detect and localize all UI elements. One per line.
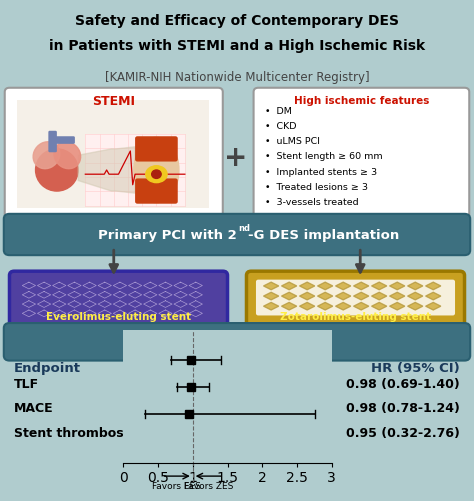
Text: in Patients with STEMI and a High Ischemic Risk: in Patients with STEMI and a High Ischem… bbox=[49, 39, 425, 53]
Ellipse shape bbox=[54, 142, 81, 169]
Ellipse shape bbox=[36, 150, 78, 192]
FancyBboxPatch shape bbox=[246, 272, 465, 329]
FancyBboxPatch shape bbox=[4, 214, 470, 256]
Polygon shape bbox=[264, 303, 279, 310]
FancyBboxPatch shape bbox=[135, 137, 178, 162]
Text: 0.95 (0.32-2.76): 0.95 (0.32-2.76) bbox=[346, 426, 460, 439]
Text: Favors EES: Favors EES bbox=[152, 481, 201, 490]
Polygon shape bbox=[282, 303, 297, 310]
Text: TLF: TLF bbox=[14, 378, 39, 390]
Text: nd: nd bbox=[238, 224, 250, 233]
Ellipse shape bbox=[152, 171, 161, 179]
Text: Stent thrombosis: Stent thrombosis bbox=[14, 426, 136, 439]
FancyBboxPatch shape bbox=[51, 137, 75, 145]
Polygon shape bbox=[390, 293, 405, 300]
Text: [KAMIR-NIH Nationwide Multicenter Registry]: [KAMIR-NIH Nationwide Multicenter Regist… bbox=[105, 71, 369, 84]
Polygon shape bbox=[336, 293, 351, 300]
Text: High ischemic features: High ischemic features bbox=[293, 96, 429, 106]
Text: •  uLMS PCI: • uLMS PCI bbox=[265, 137, 320, 146]
Polygon shape bbox=[336, 283, 351, 290]
Text: Safety and Efficacy of Contemporary DES: Safety and Efficacy of Contemporary DES bbox=[75, 15, 399, 29]
Polygon shape bbox=[354, 303, 369, 310]
FancyBboxPatch shape bbox=[4, 324, 470, 361]
Polygon shape bbox=[354, 283, 369, 290]
Polygon shape bbox=[318, 303, 333, 310]
Polygon shape bbox=[282, 293, 297, 300]
FancyBboxPatch shape bbox=[9, 272, 228, 329]
FancyBboxPatch shape bbox=[135, 179, 178, 204]
Ellipse shape bbox=[146, 166, 167, 183]
Text: Favors ZES: Favors ZES bbox=[184, 481, 233, 490]
Polygon shape bbox=[264, 293, 279, 300]
Text: •  3-vessels treated: • 3-vessels treated bbox=[265, 197, 359, 206]
Text: 3-year clinical outcomes: 3-year clinical outcomes bbox=[142, 335, 332, 349]
Polygon shape bbox=[318, 283, 333, 290]
Polygon shape bbox=[336, 303, 351, 310]
Polygon shape bbox=[426, 303, 441, 310]
Polygon shape bbox=[300, 293, 315, 300]
Polygon shape bbox=[426, 283, 441, 290]
Polygon shape bbox=[282, 283, 297, 290]
Text: HR (95% CI): HR (95% CI) bbox=[371, 361, 460, 374]
FancyBboxPatch shape bbox=[17, 101, 209, 208]
Polygon shape bbox=[408, 303, 423, 310]
Text: Zotarolimus-eluting stent: Zotarolimus-eluting stent bbox=[280, 311, 431, 321]
Ellipse shape bbox=[134, 138, 179, 203]
Ellipse shape bbox=[33, 142, 60, 169]
Text: STEMI: STEMI bbox=[92, 95, 135, 108]
Polygon shape bbox=[408, 293, 423, 300]
Text: MACE: MACE bbox=[14, 401, 54, 414]
Text: -G DES implantation: -G DES implantation bbox=[248, 228, 400, 241]
FancyBboxPatch shape bbox=[254, 89, 469, 219]
Text: +: + bbox=[224, 144, 248, 172]
Polygon shape bbox=[372, 283, 387, 290]
Text: •  CKD: • CKD bbox=[265, 122, 297, 131]
Text: •  DM: • DM bbox=[265, 107, 292, 116]
Polygon shape bbox=[300, 303, 315, 310]
Polygon shape bbox=[300, 283, 315, 290]
Polygon shape bbox=[354, 293, 369, 300]
Text: 0.98 (0.78-1.24): 0.98 (0.78-1.24) bbox=[346, 401, 460, 414]
Polygon shape bbox=[372, 303, 387, 310]
Polygon shape bbox=[318, 293, 333, 300]
Polygon shape bbox=[390, 283, 405, 290]
Polygon shape bbox=[408, 283, 423, 290]
Text: Primary PCI with 2: Primary PCI with 2 bbox=[98, 228, 237, 241]
Polygon shape bbox=[390, 303, 405, 310]
FancyBboxPatch shape bbox=[256, 280, 455, 316]
FancyBboxPatch shape bbox=[5, 89, 223, 219]
Text: Endpoint: Endpoint bbox=[14, 361, 81, 374]
Text: 0.98 (0.69-1.40): 0.98 (0.69-1.40) bbox=[346, 378, 460, 390]
FancyBboxPatch shape bbox=[48, 131, 57, 153]
Polygon shape bbox=[426, 293, 441, 300]
Text: Everolimus-eluting stent: Everolimus-eluting stent bbox=[46, 311, 191, 321]
Polygon shape bbox=[372, 293, 387, 300]
Text: •  Implanted stents ≥ 3: • Implanted stents ≥ 3 bbox=[265, 167, 378, 176]
Text: •  Stent length ≥ 60 mm: • Stent length ≥ 60 mm bbox=[265, 152, 383, 161]
FancyBboxPatch shape bbox=[85, 135, 185, 206]
Text: •  Treated lesions ≥ 3: • Treated lesions ≥ 3 bbox=[265, 182, 368, 191]
Polygon shape bbox=[78, 147, 135, 194]
Polygon shape bbox=[264, 283, 279, 290]
